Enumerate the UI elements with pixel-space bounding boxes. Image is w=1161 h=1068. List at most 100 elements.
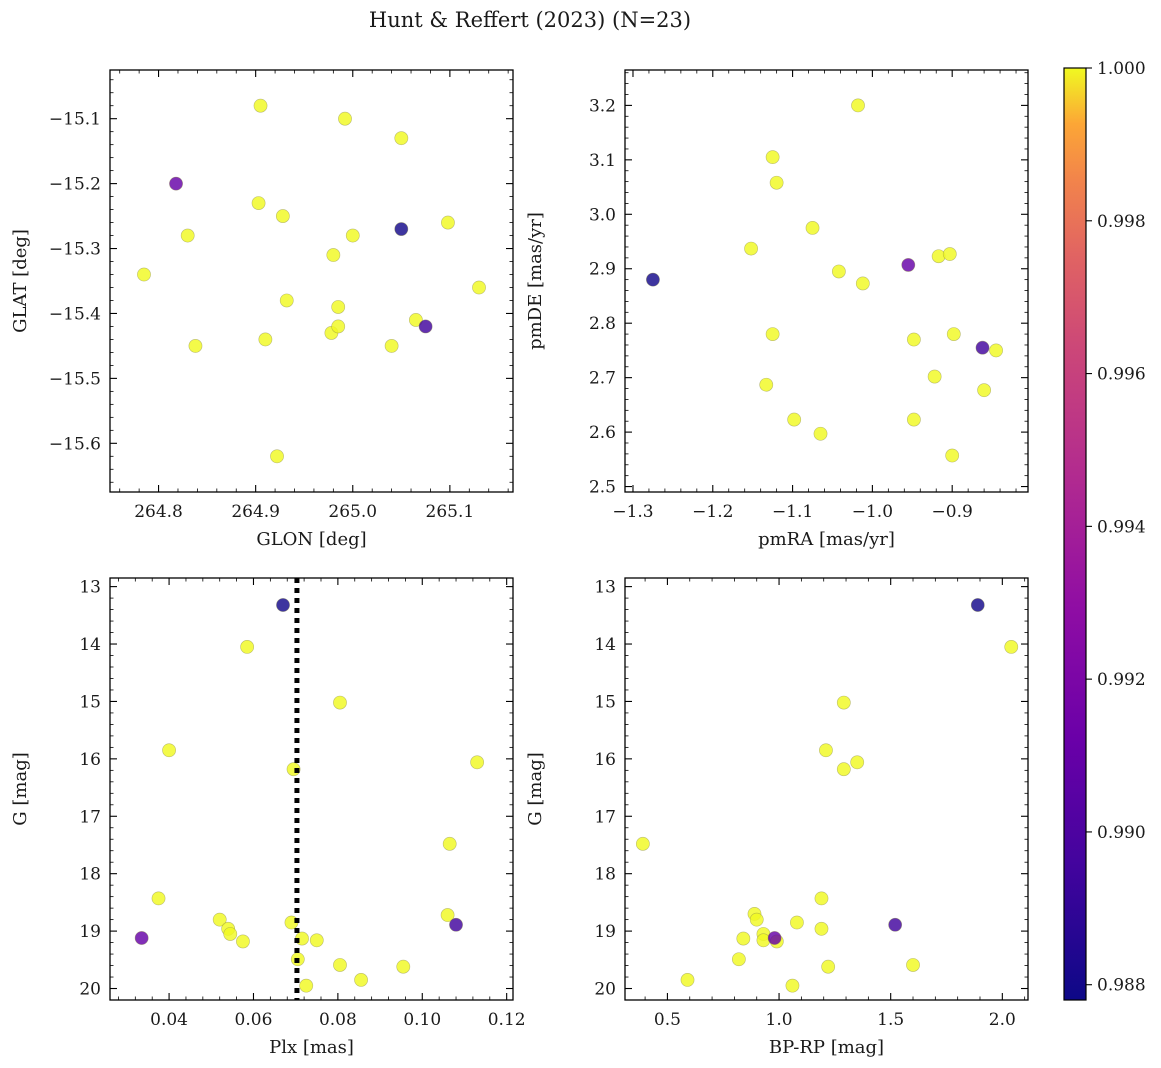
- data-point: [680, 973, 695, 987]
- data-point: [855, 276, 870, 291]
- data-point: [251, 196, 266, 210]
- y-tick-label: −15.3: [49, 240, 101, 260]
- y-tick-label: 2.7: [589, 369, 616, 389]
- data-point: [396, 959, 411, 974]
- data-point: [787, 412, 802, 427]
- x-tick-label: 1.0: [766, 1010, 793, 1030]
- x-tick-label: 265.1: [426, 502, 475, 522]
- data-point: [253, 98, 268, 113]
- data-points: [134, 598, 485, 993]
- x-tick-label: 265.0: [328, 502, 377, 522]
- y-tick-label: −15.6: [49, 434, 101, 454]
- data-point: [333, 958, 347, 972]
- data-point: [275, 209, 290, 223]
- y-tick-label: 3.1: [589, 151, 616, 171]
- data-point: [258, 332, 273, 347]
- data-point: [906, 958, 920, 972]
- data-point: [635, 836, 650, 851]
- data-point: [134, 931, 149, 945]
- data-point: [279, 293, 294, 308]
- data-point: [299, 978, 314, 993]
- x-tick-label: −0.9: [932, 502, 973, 522]
- data-point: [354, 973, 368, 987]
- data-point: [831, 264, 846, 279]
- y-tick-label: 3.2: [589, 96, 616, 116]
- data-point: [821, 959, 836, 974]
- data-point: [1004, 639, 1019, 654]
- y-tick-label: 2.5: [589, 478, 616, 498]
- y-tick-label: 17: [79, 807, 101, 827]
- x-tick-label: 0.10: [403, 1010, 441, 1030]
- y-tick-label: 16: [594, 750, 616, 770]
- data-point: [942, 247, 957, 261]
- y-tick-label: 14: [594, 635, 616, 655]
- data-point: [765, 150, 780, 165]
- data-point: [223, 927, 238, 941]
- tick-marks: [625, 578, 1028, 1000]
- y-tick-label: 18: [79, 865, 101, 885]
- y-tick-label: 13: [79, 578, 101, 598]
- y-tick-label: 17: [594, 807, 616, 827]
- colorbar: 0.988 0.990 0.992 0.994 0.996 0.998 1.000: [1063, 59, 1146, 1001]
- x-axis-label: pmRA [mas/yr]: [758, 529, 895, 550]
- data-point: [814, 921, 829, 936]
- axes-frame: [109, 577, 514, 1001]
- data-point: [470, 755, 485, 770]
- panel-plx-g: 0.04 0.06 0.08 0.10 0.12 13 14 15 16 17 18 19 20 Plx …: [10, 577, 526, 1058]
- x-tick-label: 1.5: [877, 1010, 904, 1030]
- data-point: [744, 241, 758, 256]
- x-tick-label: 2.0: [989, 1010, 1016, 1030]
- y-tick-label: 15: [79, 692, 101, 712]
- y-axis-label: GLAT [deg]: [10, 229, 31, 333]
- x-axis-label: Plx [mas]: [269, 1037, 354, 1058]
- data-point: [927, 369, 942, 384]
- data-point: [749, 912, 764, 927]
- data-point: [212, 912, 227, 927]
- x-tick-label: 264.8: [134, 502, 183, 522]
- y-tick-label: 13: [594, 578, 616, 598]
- data-point: [906, 332, 921, 347]
- data-point: [785, 978, 800, 993]
- x-tick-label: −1.2: [692, 502, 733, 522]
- data-point: [309, 933, 324, 948]
- data-point: [151, 891, 166, 906]
- data-point: [440, 908, 455, 922]
- y-tick-label: −15.4: [49, 304, 101, 324]
- data-point: [345, 228, 360, 243]
- y-tick-label: 3.0: [589, 205, 616, 225]
- figure-title: Hunt & Reffert (2023) (N=23): [369, 8, 691, 32]
- data-point: [240, 639, 255, 654]
- data-point: [989, 343, 1003, 358]
- data-point: [813, 426, 828, 441]
- y-tick-label: 20: [79, 980, 101, 1000]
- panel-glon-glat: 264.8 264.9 265.0 265.1 −15.1 −15.2 −15.3 −15.4…: [10, 69, 514, 550]
- y-tick-label: −15.5: [49, 369, 101, 389]
- minor-ticks: [625, 70, 1028, 492]
- data-point: [188, 339, 203, 353]
- data-point: [765, 327, 780, 341]
- y-axis-label: pmDE [mas/yr]: [525, 212, 546, 350]
- x-tick-label: 0.04: [150, 1010, 188, 1030]
- tick-marks: [110, 70, 513, 492]
- data-points: [137, 98, 486, 464]
- minor-ticks: [110, 70, 513, 492]
- axes-frame: [109, 69, 514, 493]
- x-tick-label: −1.0: [852, 502, 893, 522]
- data-point: [759, 377, 774, 392]
- data-point: [977, 383, 992, 398]
- data-point: [945, 448, 960, 463]
- data-point: [338, 111, 352, 126]
- y-tick-label: 19: [594, 922, 616, 942]
- data-point: [384, 339, 399, 353]
- data-point: [731, 952, 746, 967]
- data-point: [901, 258, 916, 272]
- y-axis-label: G [mag]: [10, 752, 31, 825]
- data-point: [819, 743, 833, 758]
- y-tick-label: −15.1: [49, 110, 101, 130]
- axes-frame: [624, 577, 1029, 1001]
- colorbar-tick-label: 0.988: [1097, 976, 1146, 996]
- data-point: [805, 221, 820, 235]
- data-point: [970, 598, 985, 612]
- data-point: [441, 215, 455, 230]
